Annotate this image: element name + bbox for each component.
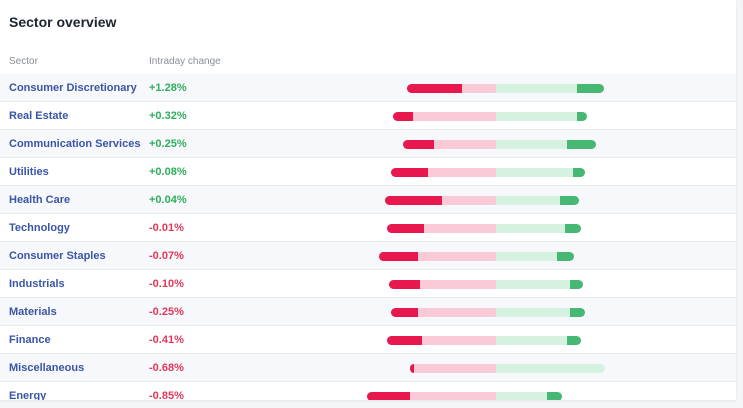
sector-name-link[interactable]: Industrials <box>9 278 65 290</box>
sector-name-link[interactable]: Communication Services <box>9 138 141 150</box>
sector-name-link[interactable]: Energy <box>9 390 47 400</box>
sector-row[interactable]: Technology -0.01% <box>0 214 736 242</box>
advancers-bar-light <box>496 140 597 149</box>
sector-row[interactable]: Materials -0.25% <box>0 298 736 326</box>
advancers-bar-strong <box>560 196 580 205</box>
advancers-bar-strong <box>577 84 605 93</box>
intraday-change-value: +0.25% <box>149 138 187 150</box>
decliners-bar-strong <box>406 84 463 93</box>
sector-name-link[interactable]: Health Care <box>9 194 71 206</box>
sector-list: Consumer Discretionary +1.28% Real Estate +… <box>0 74 736 400</box>
decliners-bar-strong <box>379 252 419 261</box>
sector-row[interactable]: Real Estate +0.32% <box>0 102 736 130</box>
decliners-bar-light <box>403 140 496 149</box>
advancers-bar-light <box>496 308 586 317</box>
decliners-bar-strong <box>389 280 421 289</box>
decliners-bar-light <box>389 280 496 289</box>
decliners-bar-strong <box>390 308 419 317</box>
intraday-change-value: -0.07% <box>149 250 184 262</box>
intraday-change-value: -0.41% <box>149 334 184 346</box>
intraday-change-value: -0.25% <box>149 306 184 318</box>
advancers-bar-strong <box>567 336 581 345</box>
sector-row[interactable]: Utilities +0.08% <box>0 158 736 186</box>
decliners-bar-light <box>387 336 496 345</box>
sector-row[interactable]: Industrials -0.10% <box>0 270 736 298</box>
advancers-bar-strong <box>576 112 587 121</box>
advancers-bar-strong <box>569 280 584 289</box>
sector-row[interactable]: Consumer Staples -0.07% <box>0 242 736 270</box>
decliners-bar-strong <box>392 112 413 121</box>
sector-row[interactable]: Energy -0.85% <box>0 382 736 400</box>
intraday-change-value: +0.04% <box>149 194 187 206</box>
sector-name-link[interactable]: Technology <box>9 222 70 234</box>
sector-row[interactable]: Finance -0.41% <box>0 326 736 354</box>
advancers-bar-strong <box>567 140 597 149</box>
decliners-bar-light <box>392 112 496 121</box>
advancers-bar-light <box>496 280 584 289</box>
intraday-change-value: -0.10% <box>149 278 184 290</box>
decliners-bar-strong <box>403 140 435 149</box>
decliners-bar-light <box>390 168 496 177</box>
decliners-bar-strong <box>387 224 425 233</box>
decliners-bar-light <box>379 252 496 261</box>
decliners-bar-light <box>390 308 496 317</box>
sector-name-link[interactable]: Consumer Staples <box>9 250 106 262</box>
sector-name-link[interactable]: Materials <box>9 306 57 318</box>
advancers-bar-strong <box>573 168 586 177</box>
advancers-bar-light <box>496 392 563 400</box>
decliners-bar-light <box>410 364 496 373</box>
advancers-bar-light <box>496 84 605 93</box>
advancers-bar-light <box>496 224 581 233</box>
advancers-bar-light <box>496 252 574 261</box>
decliners-bar-strong <box>390 168 428 177</box>
intraday-change-value: +0.08% <box>149 166 187 178</box>
advancers-bar-strong <box>556 252 574 261</box>
sector-row[interactable]: Health Care +0.04% <box>0 186 736 214</box>
sector-name-link[interactable]: Consumer Discretionary <box>9 82 137 94</box>
sector-name-link[interactable]: Real Estate <box>9 110 69 122</box>
sector-row[interactable]: Miscellaneous -0.68% <box>0 354 736 382</box>
decliners-bar-strong <box>367 392 410 400</box>
decliners-bar-light <box>367 392 496 400</box>
sector-name-link[interactable]: Miscellaneous <box>9 362 85 374</box>
advancers-bar-strong <box>564 224 581 233</box>
decliners-bar-strong <box>410 364 415 373</box>
intraday-change-value: -0.01% <box>149 222 184 234</box>
decliners-bar-strong <box>384 196 442 205</box>
intraday-change-value: +0.32% <box>149 110 187 122</box>
advancers-bar-light <box>496 364 605 373</box>
advancers-bar-strong <box>569 308 586 317</box>
sector-name-link[interactable]: Utilities <box>9 166 49 178</box>
card-title: Sector overview <box>9 14 117 30</box>
sector-name-link[interactable]: Finance <box>9 334 51 346</box>
advancers-bar-light <box>496 196 580 205</box>
advancers-bar-light <box>496 168 586 177</box>
intraday-change-value: -0.68% <box>149 362 184 374</box>
advancers-bar-light <box>496 336 581 345</box>
column-header-sector: Sector <box>9 56 38 67</box>
sector-row[interactable]: Consumer Discretionary +1.28% <box>0 74 736 102</box>
sector-overview-card: Sector overview Sector Intraday change C… <box>0 0 736 400</box>
intraday-change-value: +1.28% <box>149 82 187 94</box>
column-header-change: Intraday change <box>149 56 221 67</box>
intraday-change-value: -0.85% <box>149 390 184 400</box>
sector-row[interactable]: Communication Services +0.25% <box>0 130 736 158</box>
decliners-bar-strong <box>387 336 422 345</box>
advancers-bar-strong <box>547 392 563 400</box>
advancers-bar-light <box>496 112 587 121</box>
decliners-bar-light <box>387 224 496 233</box>
